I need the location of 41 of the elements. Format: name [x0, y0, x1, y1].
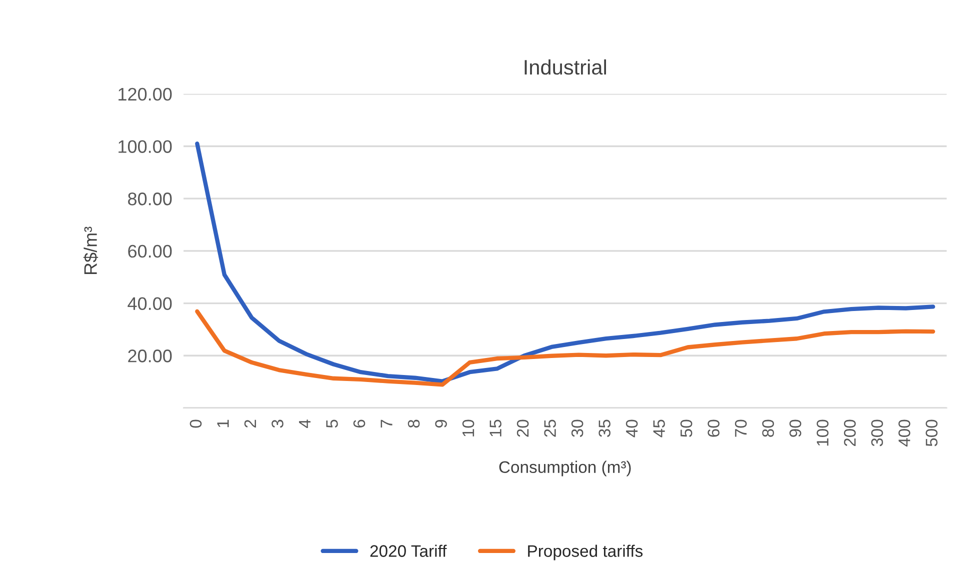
x-tick-label: 45	[653, 420, 665, 438]
x-tick-label: 15	[490, 420, 502, 436]
y-tick-label: 120.00	[118, 88, 172, 101]
legend-label: Proposed tariffs	[528, 544, 643, 560]
x-tick-label: 40	[626, 420, 638, 438]
x-tick-label: 10	[462, 420, 474, 436]
x-tick-label: 3	[272, 420, 284, 428]
y-tick-label: 40.00	[128, 297, 172, 310]
x-tick-label: 500	[926, 420, 938, 446]
x-tick-label: 20	[516, 420, 529, 437]
chart-title: Industrial	[524, 59, 606, 75]
legend-label: 2020 Tariff	[370, 544, 447, 557]
x-tick-label: 400	[898, 420, 910, 446]
y-axis-title: R$/m³	[83, 226, 98, 274]
x-axis-title: Consumption (m³)	[499, 460, 631, 476]
x-tick-label: 300	[871, 420, 884, 446]
x-tick-label: 1	[217, 420, 229, 428]
y-tick-label: 20.00	[128, 350, 172, 362]
y-tick-label: 60.00	[128, 244, 172, 258]
x-tick-label: 30	[571, 420, 584, 437]
line-series	[195, 142, 936, 384]
x-tick-label: 5	[326, 420, 338, 428]
x-tick-label: 4	[299, 420, 310, 428]
x-tick-label: 90	[789, 420, 802, 437]
x-tick-label: 2	[244, 420, 256, 428]
x-tick-label: 8	[408, 420, 420, 428]
y-tick-label: 100.00	[118, 140, 172, 153]
x-tick-label: 100	[816, 420, 829, 446]
x-tick-label: 50	[680, 420, 692, 437]
x-tick-label: 6	[353, 420, 366, 428]
x-tick-label: 25	[544, 420, 556, 437]
x-tick-label: 35	[598, 420, 610, 437]
x-tick-label: 200	[844, 420, 856, 446]
x-tick-label: 0	[190, 420, 202, 428]
y-tick-label: 80.00	[128, 192, 172, 206]
x-tick-label: 70	[734, 420, 747, 437]
x-tick-label: 80	[762, 420, 774, 437]
x-tick-label: 7	[380, 420, 392, 428]
x-tick-label: 9	[435, 420, 447, 428]
x-tick-label: 60	[708, 420, 720, 437]
line-series	[195, 309, 936, 387]
